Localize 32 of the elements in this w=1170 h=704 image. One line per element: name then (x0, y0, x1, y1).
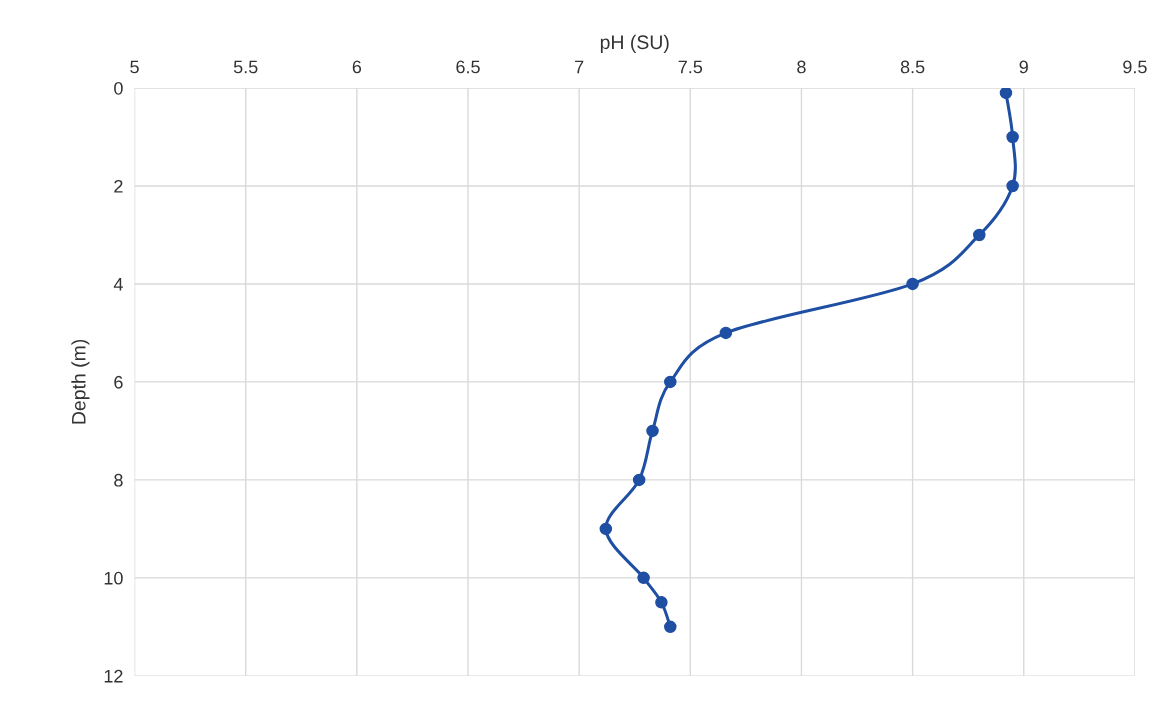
x-tick-label: 6 (352, 60, 362, 74)
point (646, 424, 659, 438)
x-tick-label: 7.5 (678, 60, 703, 74)
y-tick-label: 10 (104, 571, 123, 585)
y-tick-label: 4 (113, 278, 123, 291)
x-tick-label: 7 (575, 60, 584, 74)
point (599, 522, 613, 536)
x-tick-label: 9 (1019, 60, 1028, 74)
point (664, 375, 677, 389)
point (719, 326, 733, 340)
point (999, 88, 1013, 100)
x-tick-label: 6.5 (456, 60, 480, 74)
x-tick-label: 9.5 (1123, 60, 1147, 74)
y-tick-label: 6 (114, 375, 123, 389)
point (973, 228, 986, 242)
point (1006, 179, 1019, 193)
y-tick-label: 2 (114, 179, 123, 193)
x-tick-label: 8.5 (900, 60, 925, 74)
point (632, 473, 646, 487)
point (664, 620, 677, 634)
x-tick-label: 8 (797, 60, 806, 74)
point (655, 596, 668, 609)
y-tick-label: 0 (114, 81, 123, 95)
point (906, 277, 919, 291)
point (1006, 130, 1019, 144)
point (637, 571, 650, 585)
x-axis-title: pH (SU) (600, 34, 669, 53)
x-tick-label: 5.5 (233, 60, 258, 74)
y-axis-title: Depth (m) (71, 339, 90, 424)
x-tick-label: 5 (130, 60, 139, 74)
y-tick-label: 12 (104, 669, 123, 683)
y-tick-label: 8 (114, 473, 123, 487)
